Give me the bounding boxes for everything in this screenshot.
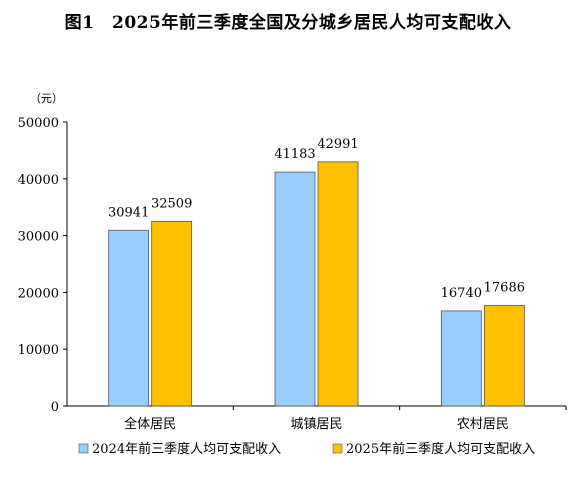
bar — [440, 310, 482, 407]
y-unit-label: （元） — [30, 92, 63, 105]
bar — [317, 161, 359, 407]
data-label: 42991 — [317, 137, 358, 152]
legend-label: 2024年前三季度人均可支配收入 — [92, 441, 281, 457]
bar — [151, 220, 193, 407]
data-label: 41183 — [274, 147, 315, 162]
data-label: 17686 — [484, 281, 525, 296]
x-category-label: 城镇居民 — [290, 417, 342, 432]
y-tick-label: 50000 — [18, 116, 59, 131]
data-label: 30941 — [108, 205, 149, 220]
y-tick-label: 30000 — [18, 230, 59, 245]
data-label: 16740 — [441, 286, 482, 301]
bar — [108, 229, 150, 407]
y-tick-label: 0 — [51, 400, 59, 415]
chart-title: 图1 2025年前三季度全国及分城乡居民人均可支配收入 — [64, 13, 512, 33]
bar — [483, 305, 525, 407]
y-tick-label: 40000 — [18, 173, 59, 188]
x-category-label: 全体居民 — [124, 416, 176, 432]
y-tick-label: 10000 — [18, 343, 59, 358]
bar — [274, 171, 316, 407]
legend-swatch — [332, 443, 343, 454]
legend-label: 2025年前三季度人均可支配收入 — [346, 441, 535, 457]
legend-swatch — [78, 443, 89, 454]
data-label: 32509 — [151, 196, 192, 211]
x-category-label: 农村居民 — [457, 417, 509, 432]
y-tick-label: 20000 — [18, 286, 59, 301]
